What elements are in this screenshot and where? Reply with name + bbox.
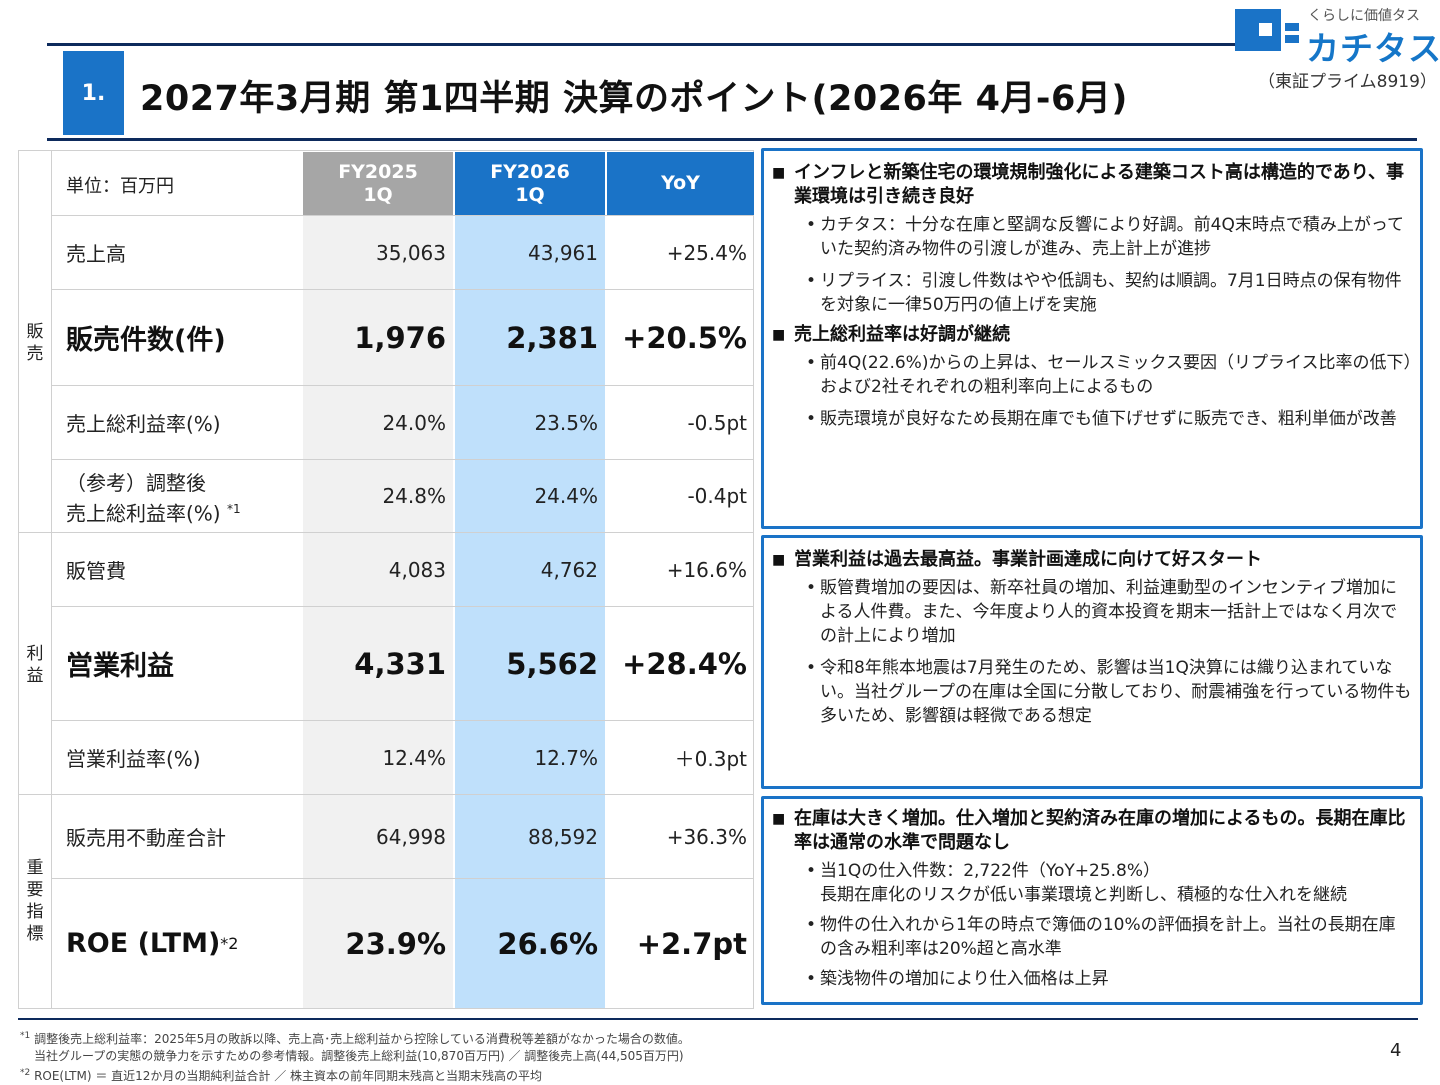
panel-bullet: 当1Qの仕入件数：2,722件（YoY+25.8%） 長期在庫化のリスクが低い事… <box>770 859 1412 907</box>
panel-bullet: リプライス：引渡し件数はやや低調も、契約は順調。7月1日時点の保有物件を対象に一… <box>770 269 1412 317</box>
cell-yoy: -0.4pt <box>687 484 747 508</box>
row-divider <box>52 459 754 460</box>
panel-heading: 営業利益は過去最高益。事業計画達成に向けて好スタート <box>770 548 1412 572</box>
cell-yoy: -0.5pt <box>687 410 747 435</box>
title-underline <box>47 138 1417 141</box>
table-border-top <box>18 150 754 151</box>
group-divider <box>18 532 754 533</box>
cell-fy26: 88,592 <box>528 824 598 849</box>
cell-fy25: 24.0% <box>382 410 446 435</box>
cell-yoy: +25.4% <box>666 240 747 265</box>
cell-fy26: 5,562 <box>506 646 598 681</box>
cell-yoy: +20.5% <box>622 320 747 355</box>
row-divider <box>52 385 754 386</box>
column-header-fy2026: FY2026 1Q <box>455 152 605 215</box>
cell-fy26: 23.5% <box>534 410 598 435</box>
panel-heading: 在庫は大きく増加。仕入増加と契約済み在庫の増加によるもの。長期在庫比率は通常の水… <box>770 807 1412 855</box>
kpi-commentary-panel: 在庫は大きく増加。仕入増加と契約済み在庫の増加によるもの。長期在庫比率は通常の水… <box>761 796 1423 1005</box>
cell-yoy: +2.7pt <box>636 926 747 961</box>
logo-wordmark: カチタス <box>1306 29 1440 68</box>
katitas-logo-icon <box>1235 9 1299 51</box>
row-divider <box>52 606 754 607</box>
column-header-fy2025: FY2025 1Q <box>303 152 453 215</box>
table-border-left <box>18 150 19 1009</box>
fy2025-column-background <box>303 216 453 1008</box>
cell-yoy: ＋0.3pt <box>674 747 747 771</box>
cell-fy26: 2,381 <box>506 320 598 355</box>
group-label-profit: 利 益 <box>26 644 44 686</box>
page-number: 4 <box>1390 1040 1402 1061</box>
cell-fy25: 4,083 <box>388 557 446 582</box>
column-header-yoy: YoY <box>607 152 754 215</box>
cell-fy25: 24.8% <box>382 484 446 508</box>
logo-tagline: くらしに価値タス <box>1308 8 1420 24</box>
cell-fy25: 23.9% <box>345 926 446 961</box>
row-label-sga: 販管費 <box>66 559 126 583</box>
panel-bullet: 令和8年熊本地震は7月発生のため、影響は当1Q決算には織り込まれていない。当社グ… <box>770 656 1412 728</box>
panel-heading: インフレと新築住宅の環境規制強化による建築コスト高は構造的であり、事業環境は引き… <box>770 161 1412 209</box>
fy2026-column-background <box>455 216 605 1008</box>
group-label-kpi: 重 要 指 標 <box>26 858 44 944</box>
cell-fy25: 4,331 <box>354 646 446 681</box>
header-top-rule <box>47 43 1235 46</box>
cell-fy26: 43,961 <box>528 240 598 265</box>
cell-fy26: 26.6% <box>497 926 598 961</box>
cell-fy26: 12.7% <box>534 745 598 770</box>
footnotes: *1 調整後売上総利益率：2025年5月の敗訴以降、売上高･売上総利益から控除し… <box>20 1031 690 1083</box>
group-divider <box>18 794 754 795</box>
panel-bullet: 物件の仕入れから1年の時点で簿価の10%の評価損を計上。当社の長期在庫の含み粗利… <box>770 913 1412 961</box>
group-column-divider <box>51 150 52 1009</box>
cell-fy25: 1,976 <box>354 320 446 355</box>
row-label-roe: ROE (LTM) *2 <box>66 928 239 959</box>
panel-bullet: 築浅物件の増加により仕入価格は上昇 <box>770 967 1412 991</box>
panel-bullet: 販管費増加の要因は、新卒社員の増加、利益連動型のインセンティブ増加による人件費。… <box>770 576 1412 648</box>
panel-heading: 売上総利益率は好調が継続 <box>770 323 1412 347</box>
row-divider <box>52 878 754 879</box>
panel-bullet: カチタス：十分な在庫と堅調な反響により好調。前4Q末時点で積み上がっていた契約済… <box>770 213 1412 261</box>
cell-fy25: 64,998 <box>376 824 446 849</box>
row-label-gross-margin: 売上総利益率(%) <box>66 412 221 436</box>
cell-yoy: +36.3% <box>666 824 747 849</box>
row-divider <box>52 289 754 290</box>
row-label-adjusted-gross-margin: （参考）調整後 売上総利益率(%) *1 <box>66 471 241 526</box>
footnote-ref-1: *1 <box>226 502 241 516</box>
footer-rule <box>18 1018 1418 1020</box>
footnote-ref-2: *2 <box>220 934 239 953</box>
table-border-bottom <box>18 1008 754 1009</box>
row-label-operating-profit: 営業利益 <box>66 651 174 682</box>
row-label-real-estate-inventory: 販売用不動産合計 <box>66 826 226 850</box>
row-label-operating-margin: 営業利益率(%) <box>66 747 201 771</box>
sales-commentary-panel: インフレと新築住宅の環境規制強化による建築コスト高は構造的であり、事業環境は引き… <box>761 148 1423 529</box>
panel-bullet: 販売環境が良好なため長期在庫でも値下げせずに販売でき、粗利単価が改善 <box>770 407 1412 431</box>
stock-ticker: （東証プライム8919） <box>1258 72 1437 92</box>
cell-fy25: 35,063 <box>376 240 446 265</box>
unit-label: 単位：百万円 <box>66 176 174 197</box>
row-label-units-sold: 販売件数(件) <box>66 325 226 356</box>
group-label-sales: 販 売 <box>26 322 44 364</box>
row-divider <box>52 215 754 216</box>
cell-yoy: +16.6% <box>666 557 747 582</box>
row-divider <box>52 720 754 721</box>
profit-commentary-panel: 営業利益は過去最高益。事業計画達成に向けて好スタート 販管費増加の要因は、新卒社… <box>761 535 1423 789</box>
table-border-right <box>753 150 754 1009</box>
cell-fy26: 4,762 <box>540 557 598 582</box>
section-number-badge: 1. <box>63 51 124 135</box>
panel-bullet: 前4Q(22.6%)からの上昇は、セールスミックス要因（リプライス比率の低下）お… <box>770 351 1412 399</box>
cell-yoy: +28.4% <box>622 646 747 681</box>
row-label-net-sales: 売上高 <box>66 242 126 266</box>
cell-fy26: 24.4% <box>534 484 598 508</box>
page-title: 2027年3月期 第1四半期 決算のポイント(2026年 4月-6月) <box>140 79 1128 119</box>
cell-fy25: 12.4% <box>382 745 446 770</box>
